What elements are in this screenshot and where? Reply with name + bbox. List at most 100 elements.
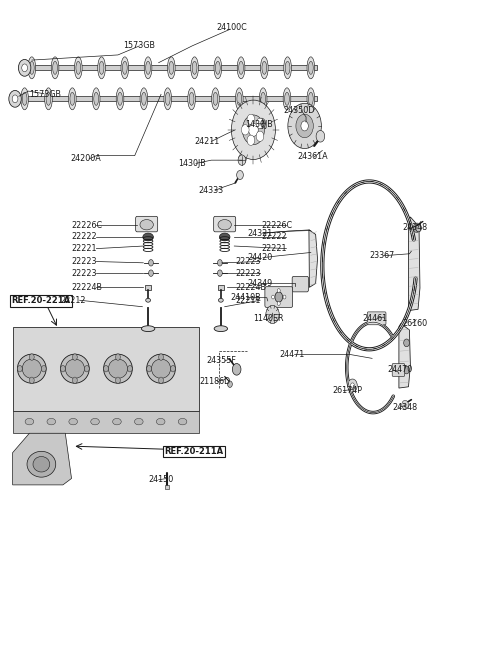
Ellipse shape bbox=[140, 219, 154, 230]
Ellipse shape bbox=[191, 57, 198, 79]
Text: 1140ER: 1140ER bbox=[253, 314, 284, 323]
Circle shape bbox=[404, 366, 409, 374]
Bar bbox=[218, 285, 224, 290]
Ellipse shape bbox=[143, 233, 154, 241]
Circle shape bbox=[29, 377, 34, 384]
Ellipse shape bbox=[189, 93, 194, 105]
Ellipse shape bbox=[104, 354, 132, 383]
Ellipse shape bbox=[69, 419, 77, 425]
Text: 24333: 24333 bbox=[198, 186, 223, 195]
Circle shape bbox=[29, 354, 34, 360]
Ellipse shape bbox=[146, 298, 151, 302]
Circle shape bbox=[402, 400, 408, 410]
Text: 23367: 23367 bbox=[369, 251, 395, 260]
Ellipse shape bbox=[284, 57, 291, 79]
Text: 1430JB: 1430JB bbox=[245, 120, 273, 129]
Circle shape bbox=[9, 91, 21, 107]
Ellipse shape bbox=[147, 354, 175, 383]
Bar bbox=[17, 96, 317, 102]
FancyBboxPatch shape bbox=[136, 216, 157, 232]
Ellipse shape bbox=[113, 419, 121, 425]
Circle shape bbox=[147, 366, 152, 372]
Ellipse shape bbox=[65, 359, 84, 378]
Ellipse shape bbox=[144, 57, 152, 79]
Ellipse shape bbox=[116, 88, 124, 110]
Ellipse shape bbox=[212, 88, 219, 110]
Circle shape bbox=[258, 118, 265, 129]
Ellipse shape bbox=[307, 57, 315, 79]
Ellipse shape bbox=[60, 354, 89, 383]
Ellipse shape bbox=[283, 88, 291, 110]
Circle shape bbox=[350, 383, 354, 388]
Text: 1573GB: 1573GB bbox=[29, 90, 61, 99]
Text: 24461: 24461 bbox=[362, 314, 387, 323]
Ellipse shape bbox=[29, 61, 34, 74]
Circle shape bbox=[60, 366, 65, 372]
Polygon shape bbox=[12, 433, 72, 485]
Text: REF.20-221A: REF.20-221A bbox=[11, 296, 71, 305]
Circle shape bbox=[217, 270, 222, 276]
Circle shape bbox=[348, 379, 357, 392]
Ellipse shape bbox=[22, 93, 27, 105]
Text: 22226C: 22226C bbox=[72, 221, 103, 230]
Ellipse shape bbox=[309, 93, 313, 105]
Circle shape bbox=[231, 100, 276, 160]
Circle shape bbox=[149, 270, 154, 276]
Circle shape bbox=[12, 95, 18, 103]
Circle shape bbox=[296, 114, 313, 138]
Ellipse shape bbox=[156, 419, 165, 425]
Text: 24321: 24321 bbox=[247, 228, 273, 237]
Ellipse shape bbox=[142, 325, 155, 331]
Ellipse shape bbox=[219, 233, 230, 241]
Text: 24200A: 24200A bbox=[70, 155, 101, 164]
Ellipse shape bbox=[237, 57, 245, 79]
Ellipse shape bbox=[164, 88, 171, 110]
Ellipse shape bbox=[45, 88, 52, 110]
Circle shape bbox=[170, 366, 175, 372]
Text: 22212: 22212 bbox=[60, 296, 86, 305]
Text: 24211: 24211 bbox=[194, 137, 220, 146]
Text: 24361A: 24361A bbox=[298, 153, 328, 162]
Text: 24348: 24348 bbox=[392, 403, 417, 412]
Text: 24471: 24471 bbox=[279, 350, 304, 359]
Ellipse shape bbox=[99, 61, 104, 74]
Text: 24470: 24470 bbox=[387, 366, 413, 375]
Ellipse shape bbox=[70, 93, 75, 105]
Circle shape bbox=[237, 171, 243, 179]
Ellipse shape bbox=[76, 61, 81, 74]
Circle shape bbox=[277, 289, 280, 292]
Ellipse shape bbox=[21, 88, 28, 110]
Circle shape bbox=[84, 366, 89, 372]
Bar bbox=[145, 285, 151, 290]
Bar bbox=[165, 485, 169, 488]
FancyBboxPatch shape bbox=[367, 312, 386, 325]
Ellipse shape bbox=[261, 93, 265, 105]
Polygon shape bbox=[12, 411, 199, 433]
Circle shape bbox=[41, 366, 46, 372]
Ellipse shape bbox=[218, 298, 223, 302]
Ellipse shape bbox=[309, 61, 313, 74]
Circle shape bbox=[238, 155, 246, 166]
Ellipse shape bbox=[74, 57, 82, 79]
Circle shape bbox=[316, 131, 324, 142]
Circle shape bbox=[256, 118, 264, 129]
Ellipse shape bbox=[261, 57, 268, 79]
Ellipse shape bbox=[259, 88, 267, 110]
Circle shape bbox=[249, 124, 258, 137]
Ellipse shape bbox=[168, 57, 175, 79]
FancyBboxPatch shape bbox=[265, 287, 293, 307]
Circle shape bbox=[72, 377, 77, 384]
Ellipse shape bbox=[239, 61, 243, 74]
Ellipse shape bbox=[178, 419, 187, 425]
Text: 24349: 24349 bbox=[247, 279, 273, 288]
Text: 22224B: 22224B bbox=[235, 283, 266, 292]
Ellipse shape bbox=[91, 419, 99, 425]
Ellipse shape bbox=[237, 93, 241, 105]
Ellipse shape bbox=[22, 359, 41, 378]
Circle shape bbox=[104, 366, 108, 372]
Ellipse shape bbox=[118, 93, 122, 105]
Ellipse shape bbox=[27, 452, 56, 477]
Ellipse shape bbox=[98, 57, 106, 79]
Polygon shape bbox=[12, 327, 199, 411]
FancyBboxPatch shape bbox=[214, 216, 236, 232]
